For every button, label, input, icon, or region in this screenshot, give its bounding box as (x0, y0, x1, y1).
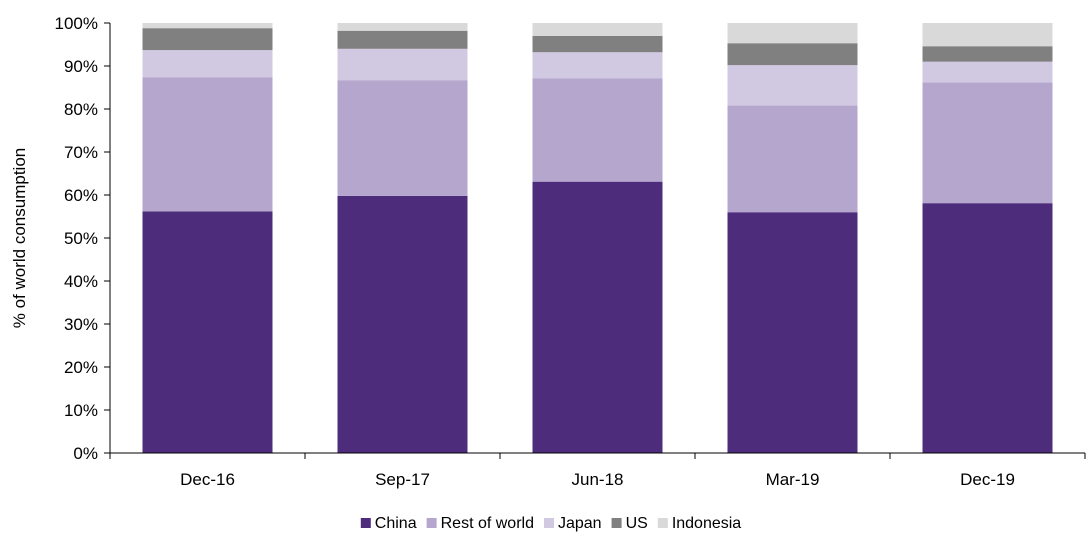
bar-segment-rest-of-world-dec-19 (922, 82, 1053, 204)
legend-item-china: China (360, 515, 417, 532)
bar-segment-indonesia-dec-19 (922, 23, 1053, 47)
bar-segment-japan-jun-18 (532, 52, 663, 79)
bar-segment-china-mar-19 (727, 212, 858, 453)
legend-item-indonesia: Indonesia (657, 515, 741, 532)
x-tick-label-dec-16: Dec-16 (180, 470, 235, 489)
legend-item-us: US (611, 515, 648, 532)
legend-label-japan: Japan (558, 515, 602, 532)
legend-swatch-japan (543, 518, 554, 528)
bar-segment-indonesia-mar-19 (727, 23, 858, 44)
legend-swatch-rest-of-world (426, 518, 437, 528)
bar-segment-us-sep-17 (337, 30, 468, 49)
bar-segment-japan-mar-19 (727, 65, 858, 106)
plot-area (142, 23, 1053, 454)
bar-segment-rest-of-world-sep-17 (337, 80, 468, 196)
x-tick-label-sep-17: Sep-17 (375, 470, 430, 489)
legend-swatch-indonesia (657, 518, 668, 528)
y-tick-label-100: 100% (55, 14, 98, 33)
bar-stack-dec-19 (922, 23, 1053, 453)
legend-item-rest-of-world: Rest of world (426, 515, 534, 532)
bar-stack-mar-19 (727, 23, 858, 453)
legend-label-rest-of-world: Rest of world (441, 515, 534, 532)
bar-segment-china-dec-19 (922, 203, 1053, 453)
bar-segment-japan-sep-17 (337, 48, 468, 81)
y-tick-label-30: 30% (64, 315, 98, 334)
y-axis-title-group: % of world consumption (10, 148, 29, 328)
bar-stack-dec-16 (142, 23, 273, 453)
legend: China Rest of world Japan US Indonesia (360, 515, 741, 532)
bar-segment-us-dec-16 (142, 28, 273, 51)
bar-segment-china-dec-16 (142, 211, 273, 453)
legend-swatch-china (360, 518, 371, 528)
legend-item-japan: Japan (543, 515, 602, 532)
y-tick-label-40: 40% (64, 272, 98, 291)
bar-segment-japan-dec-19 (922, 61, 1053, 83)
legend-label-china: China (375, 515, 417, 532)
y-tick-label-10: 10% (64, 401, 98, 420)
bar-segment-china-sep-17 (337, 195, 468, 454)
bar-segment-us-mar-19 (727, 43, 858, 66)
bar-segment-indonesia-sep-17 (337, 23, 468, 31)
bar-segment-rest-of-world-dec-16 (142, 77, 273, 212)
axes: Dec-16 Sep-17 Jun-18 Mar-19 Dec-19 0% 10% 20% 30… (55, 14, 1086, 489)
y-tick-label-20: 20% (64, 358, 98, 377)
bar-segment-us-jun-18 (532, 35, 663, 53)
y-axis-title: % of world consumption (10, 148, 29, 328)
y-tick-label-0: 0% (73, 444, 98, 463)
y-tick-label-50: 50% (64, 229, 98, 248)
bar-segment-china-jun-18 (532, 181, 663, 454)
bar-segment-japan-dec-16 (142, 50, 273, 78)
legend-label-indonesia: Indonesia (672, 515, 741, 532)
y-tick-label-90: 90% (64, 57, 98, 76)
x-tick-label-dec-19: Dec-19 (960, 470, 1015, 489)
y-tick-label-60: 60% (64, 186, 98, 205)
y-tick-label-70: 70% (64, 143, 98, 162)
legend-swatch-us (611, 518, 622, 528)
bar-segment-rest-of-world-mar-19 (727, 105, 858, 213)
bar-segment-us-dec-19 (922, 46, 1053, 62)
bar-stack-jun-18 (532, 23, 663, 454)
bar-segment-indonesia-dec-16 (142, 23, 273, 29)
bar-segment-rest-of-world-jun-18 (532, 78, 663, 182)
bar-stack-sep-17 (337, 23, 468, 454)
legend-label-us: US (626, 515, 648, 532)
x-tick-label-mar-19: Mar-19 (766, 470, 820, 489)
bar-segment-indonesia-jun-18 (532, 23, 663, 36)
x-tick-label-jun-18: Jun-18 (572, 470, 624, 489)
y-tick-label-80: 80% (64, 100, 98, 119)
